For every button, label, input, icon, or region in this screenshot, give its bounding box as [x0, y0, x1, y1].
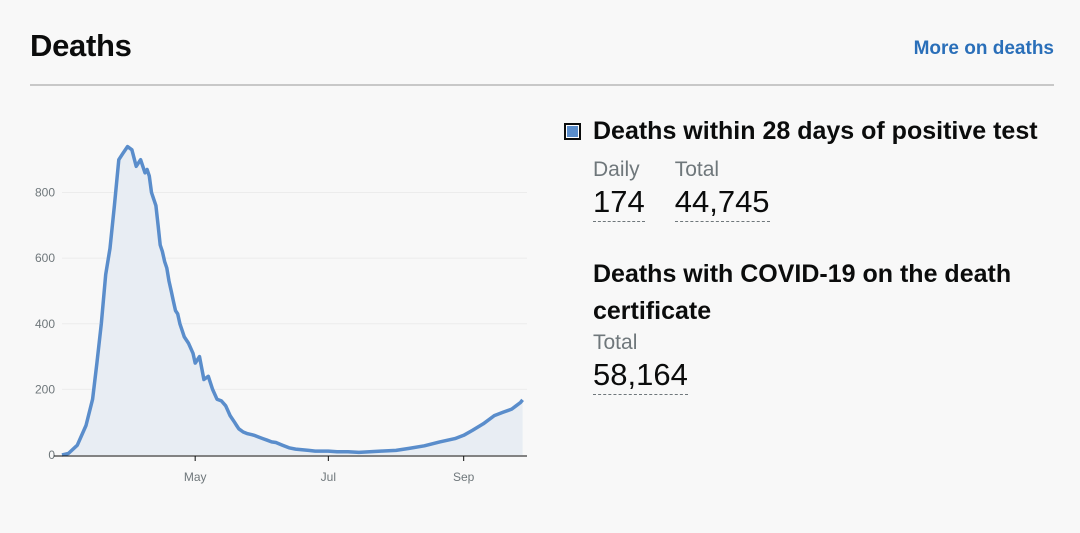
y-tick-label: 200 — [35, 382, 55, 396]
deaths-chart: 0 200 400 600 800 May Jul Sep — [35, 144, 527, 484]
y-tick-label: 800 — [35, 186, 55, 200]
card-title: Deaths — [30, 28, 132, 63]
total-block: Total 44,745 — [674, 158, 770, 223]
y-tick-label: 0 — [48, 448, 55, 462]
x-tick-label: Sep — [453, 470, 475, 484]
daily-label: Daily — [593, 158, 640, 181]
title-divider — [30, 84, 1054, 86]
daily-block: Daily 174 — [593, 158, 645, 223]
total-label-2: Total — [593, 330, 638, 354]
legend-swatch — [564, 122, 581, 140]
values-row-2: Total 58,164 — [593, 330, 1064, 396]
metric-death-certificate: Deaths with COVID-19 on the death certif… — [593, 256, 1064, 396]
total-value[interactable]: 44,745 — [674, 183, 770, 223]
metric-title: Deaths within 28 days of positive test — [593, 117, 1038, 145]
y-tick-label: 400 — [35, 317, 55, 331]
daily-value[interactable]: 174 — [593, 183, 645, 223]
deaths-series-line — [61, 144, 524, 457]
metrics-panel: Deaths within 28 days of positive test D… — [564, 116, 1064, 396]
deaths-area-fill — [62, 146, 523, 455]
values-row: Daily 174 Total 44,745 — [593, 158, 1064, 223]
metric-deaths-28-days: Deaths within 28 days of positive test D… — [564, 116, 1064, 223]
x-tick-label: May — [184, 470, 207, 484]
x-tick-labels: May Jul Sep — [184, 456, 475, 484]
more-on-deaths-link[interactable]: More on deaths — [913, 38, 1054, 59]
metric2-title: Deaths with COVID-19 on the death certif… — [593, 260, 1012, 325]
y-tick-label: 600 — [35, 251, 55, 265]
total-value-2[interactable]: 58,164 — [593, 356, 688, 396]
metric-heading: Deaths within 28 days of positive test — [564, 116, 1064, 146]
total-label: Total — [674, 158, 720, 181]
y-tick-labels: 0 200 400 600 800 — [35, 186, 55, 463]
total-block-2: Total 58,164 — [593, 330, 688, 396]
x-tick-label: Jul — [321, 470, 336, 484]
